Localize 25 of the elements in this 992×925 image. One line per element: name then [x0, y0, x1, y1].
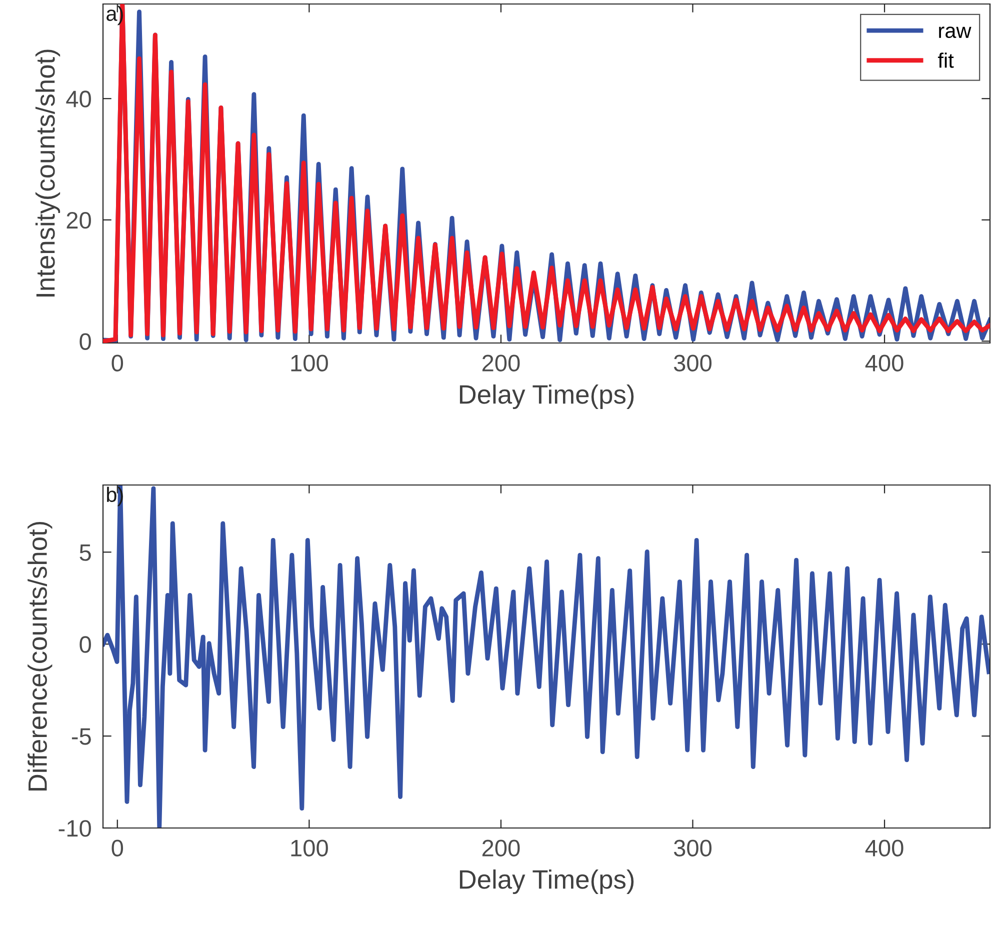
y-tick-label: 5 — [80, 544, 91, 561]
x-tick-label: 100 — [291, 840, 328, 856]
legend-label: fit — [938, 52, 954, 68]
line-series — [103, 485, 990, 828]
y-tick-label: 40 — [66, 90, 91, 108]
x-tick-label: 300 — [674, 354, 712, 372]
x-tick-label: 300 — [674, 840, 712, 856]
y-axis-title: Difference(counts/shot) — [28, 522, 52, 790]
y-tick-label: -5 — [72, 728, 91, 745]
line-series — [103, 4, 990, 343]
y-tick-label: 20 — [66, 212, 91, 229]
legend-label: raw — [939, 26, 972, 38]
x-axis-title: Delay Time(ps) — [460, 869, 634, 894]
x-tick-label: 400 — [865, 840, 904, 856]
x-tick-label: 200 — [482, 354, 520, 372]
y-axis-title: Intensity(counts/shot) — [35, 50, 60, 296]
x-tick-label: 400 — [865, 354, 904, 372]
y-tick-label: 0 — [80, 636, 91, 653]
x-axis-title: Delay Time(ps) — [460, 384, 634, 410]
x-tick-label: 0 — [112, 840, 124, 856]
x-tick-label: 200 — [482, 840, 520, 856]
x-tick-label: 0 — [112, 354, 124, 372]
x-tick-label: 100 — [291, 354, 328, 372]
y-tick-label: 0 — [80, 333, 91, 350]
y-tick-label: -10 — [58, 820, 91, 837]
